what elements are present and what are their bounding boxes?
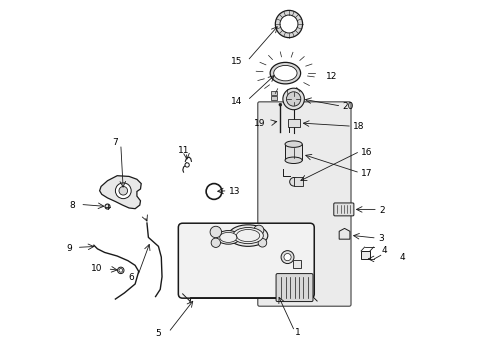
Text: 20: 20	[342, 102, 353, 111]
Text: 2: 2	[378, 206, 384, 215]
Bar	[293, 177, 303, 186]
Circle shape	[286, 92, 300, 106]
Circle shape	[284, 253, 290, 261]
Bar	[285, 144, 302, 160]
Circle shape	[184, 163, 189, 167]
Text: 12: 12	[325, 72, 337, 81]
Circle shape	[281, 251, 293, 264]
Text: 19: 19	[253, 119, 265, 128]
Bar	[292, 260, 300, 268]
Polygon shape	[100, 176, 141, 209]
Ellipse shape	[232, 228, 263, 244]
Text: 6: 6	[128, 273, 134, 282]
FancyBboxPatch shape	[257, 102, 350, 306]
Bar	[270, 91, 277, 95]
Text: 7: 7	[112, 138, 118, 147]
Circle shape	[119, 269, 122, 272]
Ellipse shape	[273, 66, 296, 81]
Circle shape	[278, 103, 281, 106]
Text: 17: 17	[360, 169, 372, 178]
Bar	[287, 120, 299, 127]
Ellipse shape	[269, 62, 300, 84]
Polygon shape	[339, 228, 349, 239]
Bar	[360, 251, 369, 259]
Text: 11: 11	[178, 146, 189, 155]
Ellipse shape	[285, 141, 302, 147]
Text: 16: 16	[360, 148, 372, 157]
Text: 14: 14	[231, 96, 242, 105]
Text: 4: 4	[381, 246, 386, 255]
FancyBboxPatch shape	[276, 274, 312, 302]
FancyBboxPatch shape	[333, 203, 353, 216]
Text: 10: 10	[91, 265, 102, 274]
Circle shape	[253, 225, 264, 235]
Text: 15: 15	[231, 57, 242, 66]
Ellipse shape	[285, 157, 302, 163]
Ellipse shape	[228, 225, 267, 246]
Text: 18: 18	[352, 122, 364, 131]
Text: 3: 3	[377, 234, 383, 243]
Circle shape	[282, 88, 304, 110]
Bar	[270, 96, 277, 100]
Circle shape	[115, 183, 131, 199]
Circle shape	[258, 238, 266, 247]
Circle shape	[211, 238, 220, 247]
Text: 1: 1	[295, 328, 301, 337]
Circle shape	[280, 15, 297, 33]
Circle shape	[289, 177, 298, 186]
Circle shape	[117, 267, 124, 274]
Circle shape	[275, 10, 302, 38]
Ellipse shape	[216, 230, 240, 244]
Text: 4: 4	[399, 253, 404, 262]
Circle shape	[105, 204, 110, 209]
Circle shape	[210, 226, 221, 238]
Text: 5: 5	[155, 329, 161, 338]
Ellipse shape	[219, 232, 237, 242]
Circle shape	[119, 186, 127, 195]
Text: 9: 9	[66, 244, 72, 253]
Text: 8: 8	[69, 201, 75, 210]
Text: 13: 13	[228, 187, 240, 196]
FancyBboxPatch shape	[178, 223, 314, 298]
